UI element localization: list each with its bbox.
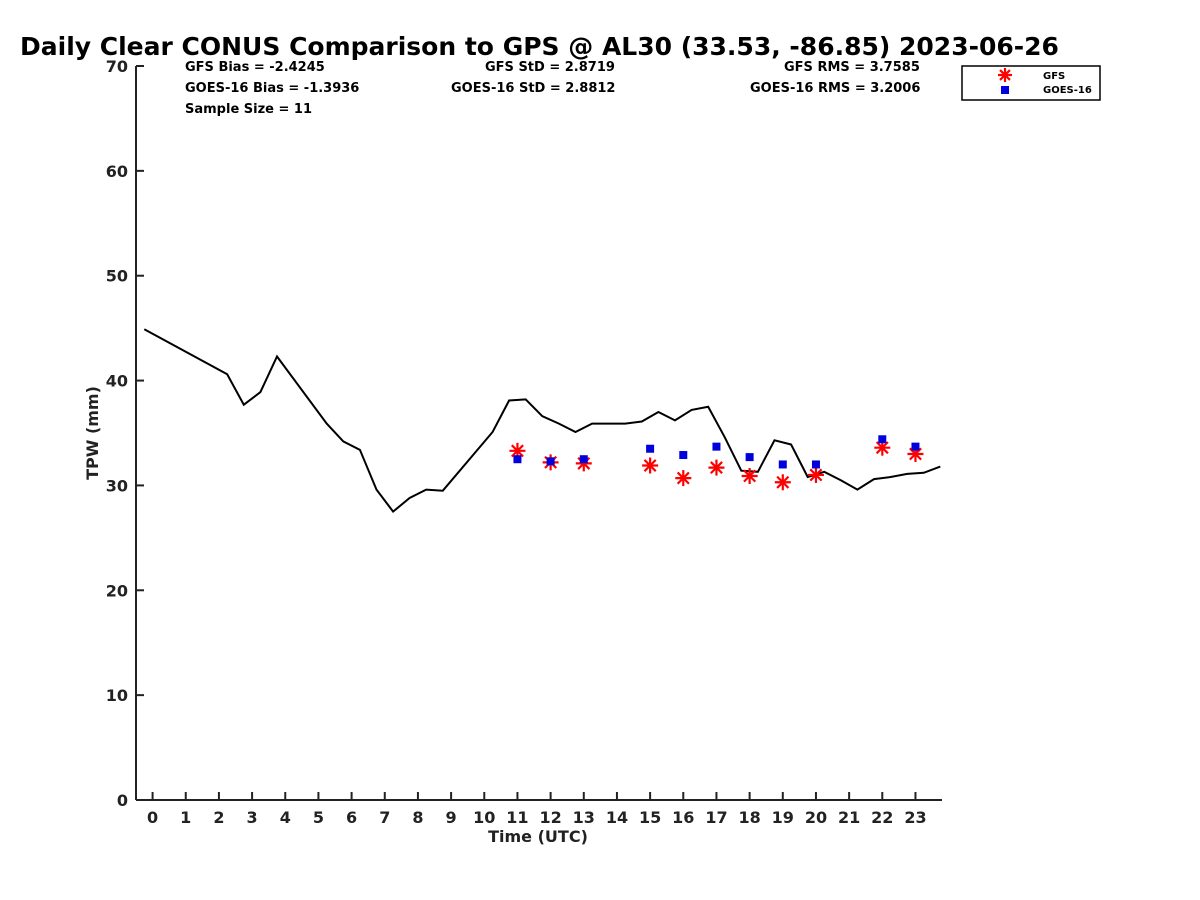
x-ticks: 0 1 2 3 4 5 6 7 8 9 10 11 12 13 14 15 16 17 18 19 20 21 22 23 [147,792,927,827]
stat-goes-std: GOES-16 StD = 2.8812 [451,81,615,96]
y-tick-label: 60 [106,162,128,181]
x-tick-label: 8 [412,808,423,827]
goes16-point [911,442,920,451]
y-ticks: 0 10 20 30 40 50 60 70 [106,57,144,810]
x-tick-label: 15 [639,808,661,827]
legend-gfs-marker [998,68,1012,82]
legend-box [961,65,1101,101]
x-tick-label: 1 [180,808,191,827]
legend-goes16-marker [1001,86,1009,94]
x-tick-label: 5 [313,808,324,827]
goes16-point [712,442,721,451]
x-tick-label: 9 [446,808,457,827]
gfs-point [675,470,692,487]
goes16-point [546,457,555,466]
legend-gfs-asterisk [998,68,1012,82]
gps-line-series [143,328,941,514]
stat-gfs-std: GFS StD = 2.8719 [485,60,615,75]
goes16-point [878,435,887,444]
chart-title: Daily Clear CONUS Comparison to GPS @ AL… [20,32,1059,61]
stats-block: GFS Bias = -2.4245 GOES-16 Bias = -1.393… [185,60,920,117]
goes16-series [513,435,920,469]
x-tick-label: 3 [247,808,258,827]
gfs-point [807,466,824,483]
goes16-point [646,444,655,453]
stat-gfs-rms: GFS RMS = 3.7585 [784,60,920,75]
legend: GFS GOES-16 [961,65,1101,101]
y-tick-label: 30 [106,476,128,495]
gfs-point [642,457,659,474]
stat-goes-rms: GOES-16 RMS = 3.2006 [750,81,920,96]
x-tick-label: 7 [379,808,390,827]
x-tick-label: 21 [838,808,860,827]
x-tick-label: 16 [672,808,694,827]
goes16-point [513,455,522,464]
y-tick-label: 0 [117,791,128,810]
x-tick-label: 20 [805,808,827,827]
x-tick-label: 11 [506,808,528,827]
goes16-point [679,451,688,460]
legend-gfs-label: GFS [1043,71,1065,82]
y-tick-label: 40 [106,372,128,391]
gps-tpw-line [143,328,941,514]
x-tick-label: 10 [473,808,495,827]
y-tick-label: 20 [106,581,128,600]
x-tick-label: 2 [213,808,224,827]
x-tick-label: 22 [871,808,893,827]
y-tick-label: 70 [106,57,128,76]
gfs-point [741,467,758,484]
x-tick-label: 17 [705,808,727,827]
gfs-point [774,474,791,491]
axes [135,66,942,801]
goes16-point [778,460,787,469]
x-tick-label: 13 [573,808,595,827]
y-tick-label: 10 [106,686,128,705]
x-tick-label: 4 [280,808,291,827]
x-tick-label: 23 [904,808,926,827]
x-tick-label: 0 [147,808,158,827]
stat-gfs-bias: GFS Bias = -2.4245 [185,60,325,75]
x-axis-label: Time (UTC) [488,827,588,846]
goes16-point [811,460,820,469]
x-tick-label: 19 [772,808,794,827]
stat-goes-bias: GOES-16 Bias = -1.3936 [185,81,359,96]
y-axis-label: TPW (mm) [83,386,102,480]
goes16-point [745,453,754,462]
gfs-point [708,459,725,476]
y-tick-label: 50 [106,267,128,286]
stat-sample-size: Sample Size = 11 [185,102,312,117]
x-tick-label: 18 [738,808,760,827]
x-tick-label: 12 [539,808,561,827]
gfs-series [509,439,924,491]
goes16-point [579,455,588,464]
x-tick-label: 14 [606,808,628,827]
x-tick-label: 6 [346,808,357,827]
legend-goes16-label: GOES-16 [1043,85,1092,96]
